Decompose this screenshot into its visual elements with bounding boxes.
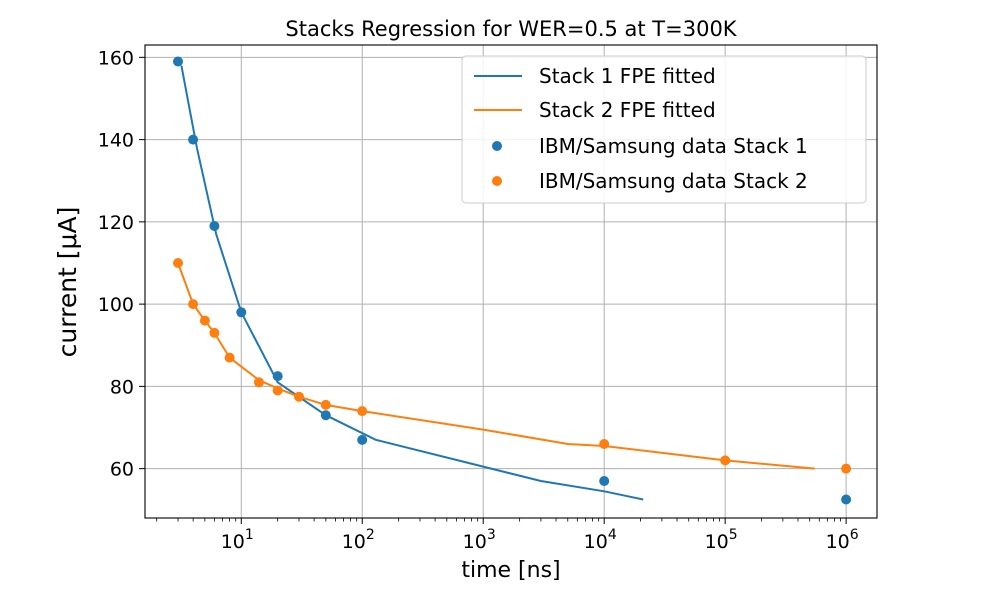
data-point xyxy=(272,371,283,382)
data-point xyxy=(173,258,183,268)
x-tick-base: 10 xyxy=(705,531,729,553)
y-tick-label: 160 xyxy=(98,47,134,69)
x-tick-base: 10 xyxy=(826,531,850,553)
y-axis-label: current [μA] xyxy=(53,207,82,358)
x-tick-exponent: 6 xyxy=(850,527,859,543)
series-4 xyxy=(173,258,852,474)
legend-swatch-stack-1-data xyxy=(492,141,502,151)
legend-label-stack-1-data: IBM/Samsung data Stack 1 xyxy=(539,134,808,158)
data-point xyxy=(357,434,368,445)
series-2 xyxy=(177,262,815,470)
data-point xyxy=(599,439,610,449)
x-tick-label: 103 xyxy=(463,527,496,553)
data-point xyxy=(357,406,368,417)
data-point xyxy=(720,455,731,466)
x-tick-base: 10 xyxy=(221,531,245,553)
data-point xyxy=(254,377,264,388)
x-tick-exponent: 2 xyxy=(366,527,375,543)
y-tick-label: 120 xyxy=(98,212,134,234)
data-point xyxy=(841,494,852,505)
x-tick-label: 105 xyxy=(705,527,738,553)
legend: Stack 1 FPE fitted Stack 2 FPE fitted IB… xyxy=(461,55,867,204)
legend-box xyxy=(461,55,867,204)
axes-frame xyxy=(144,44,878,519)
data-point xyxy=(320,410,331,421)
series-3 xyxy=(173,56,852,505)
legend-label-stack-2-data: IBM/Samsung data Stack 2 xyxy=(539,169,808,193)
data-point xyxy=(199,315,210,326)
data-point xyxy=(272,385,283,396)
x-tick-label: 104 xyxy=(584,527,617,553)
x-tick-label: 101 xyxy=(221,527,254,553)
data-point xyxy=(209,327,220,338)
data-point xyxy=(173,56,183,67)
x-tick-exponent: 1 xyxy=(245,527,254,543)
x-axis-label: time [ns] xyxy=(461,558,560,583)
y-tick-label: 140 xyxy=(98,130,134,152)
x-tick-base: 10 xyxy=(342,531,366,553)
data-point xyxy=(841,463,852,474)
x-tick-exponent: 4 xyxy=(608,527,617,543)
x-tick-exponent: 3 xyxy=(487,527,496,543)
legend-label-stack-2-fitted: Stack 2 FPE fitted xyxy=(539,98,716,122)
data-point xyxy=(320,399,331,410)
x-tick-base: 10 xyxy=(463,531,487,553)
data-point xyxy=(599,476,610,486)
legend-label-stack-1-fitted: Stack 1 FPE fitted xyxy=(539,64,716,88)
y-tick-label: 80 xyxy=(110,376,134,398)
x-tick-label: 106 xyxy=(826,527,859,553)
legend-swatch-stack-2-data xyxy=(492,176,502,186)
chart-title: Stacks Regression for WER=0.5 at T=300K xyxy=(285,17,737,41)
x-tick-exponent: 5 xyxy=(729,527,738,543)
data-point xyxy=(224,352,235,363)
series-line xyxy=(177,262,815,470)
data-point xyxy=(188,299,199,310)
y-tick-label: 100 xyxy=(98,294,134,316)
plot-area xyxy=(173,56,852,505)
x-tick-base: 10 xyxy=(584,531,608,553)
data-point xyxy=(236,307,247,318)
data-point xyxy=(209,221,220,231)
y-tick-label: 60 xyxy=(110,459,134,481)
data-point xyxy=(188,134,199,145)
x-tick-label: 102 xyxy=(342,527,375,553)
data-point xyxy=(294,391,304,402)
